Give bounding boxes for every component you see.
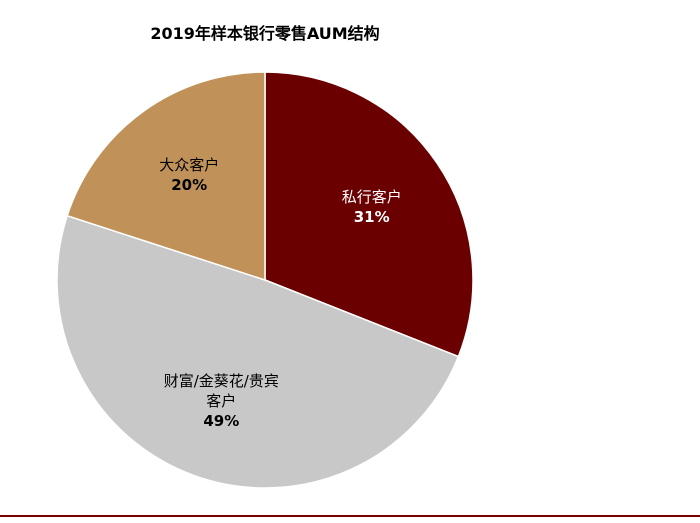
bottom-divider (0, 515, 700, 517)
slice-value-label-2: 20% (171, 176, 207, 194)
pie-slice-1 (56, 214, 460, 489)
slice-category-label-0: 私行客户 (342, 188, 402, 206)
slice-category-label-2: 大众客户 (159, 156, 219, 174)
chart-title: 2019年样本银行零售AUM结构 (150, 24, 380, 43)
slice-value-label-1: 49% (203, 412, 239, 430)
slice-category-label-1: 客户 (206, 392, 236, 410)
pie-slice-0 (264, 71, 474, 358)
pie-slices (56, 71, 474, 489)
slice-value-label-0: 31% (354, 208, 390, 226)
slice-category-label-1: 财富/金葵花/贵宾 (164, 372, 279, 390)
pie-slice-2 (66, 71, 266, 282)
